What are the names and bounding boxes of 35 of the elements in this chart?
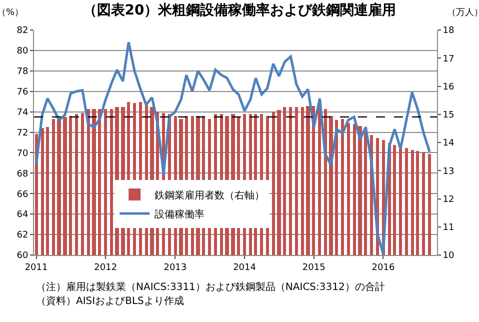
- y-tick-label: 76: [16, 88, 28, 98]
- y2-tick-label: 11: [442, 223, 454, 234]
- y2-tick-label: 13: [442, 166, 454, 177]
- y-tick-label: 64: [16, 210, 28, 220]
- y2-axis-title: （万人）: [447, 7, 479, 18]
- chart-title: （図表20）米粗鋼設備稼働率および鉄鋼関連雇用: [82, 2, 396, 19]
- y-tick-label: 80: [16, 46, 28, 57]
- y-tick-label: 72: [16, 128, 28, 138]
- y2-tick-label: 14: [442, 138, 455, 149]
- x-tick-label: 2014: [233, 262, 256, 273]
- text: （資料）AISIおよびBLSより作成: [36, 295, 184, 307]
- x-tick-label: 2012: [94, 262, 118, 273]
- y-tick-label: 70: [16, 148, 28, 159]
- y2-tick-label: 15: [442, 110, 454, 121]
- y-tick-label: 60: [16, 251, 28, 262]
- y-tick-label: 68: [16, 169, 28, 180]
- y-tick-label: 66: [16, 190, 28, 200]
- legend-label: 設備稼働率: [154, 208, 205, 220]
- line-series: [35, 41, 431, 255]
- y2-tick-label: 18: [442, 26, 455, 36]
- text: （注）雇用は製鉄業（NAICS:3311）および鉄鋼製品（NAICS:3312）の合計: [36, 281, 385, 293]
- y-tick-label: 74: [16, 108, 28, 118]
- y-tick-label: 82: [16, 26, 28, 36]
- y2-tick-label: 17: [442, 54, 454, 64]
- x-tick-label: 2015: [302, 262, 326, 273]
- x-tick-label: 2013: [164, 262, 187, 273]
- y2-tick-label: 12: [442, 194, 454, 205]
- y2-tick-label: 10: [442, 251, 455, 262]
- y-tick-label: 78: [16, 67, 28, 78]
- y-tick-label: 62: [16, 230, 28, 241]
- y-axis-title: （%）: [0, 8, 24, 18]
- legend-label: 鉄鋼業雇用者数（右軸）: [154, 189, 265, 202]
- y2-tick-label: 16: [442, 82, 455, 92]
- x-tick-label: 2011: [24, 262, 48, 273]
- x-tick-label: 2016: [372, 262, 395, 273]
